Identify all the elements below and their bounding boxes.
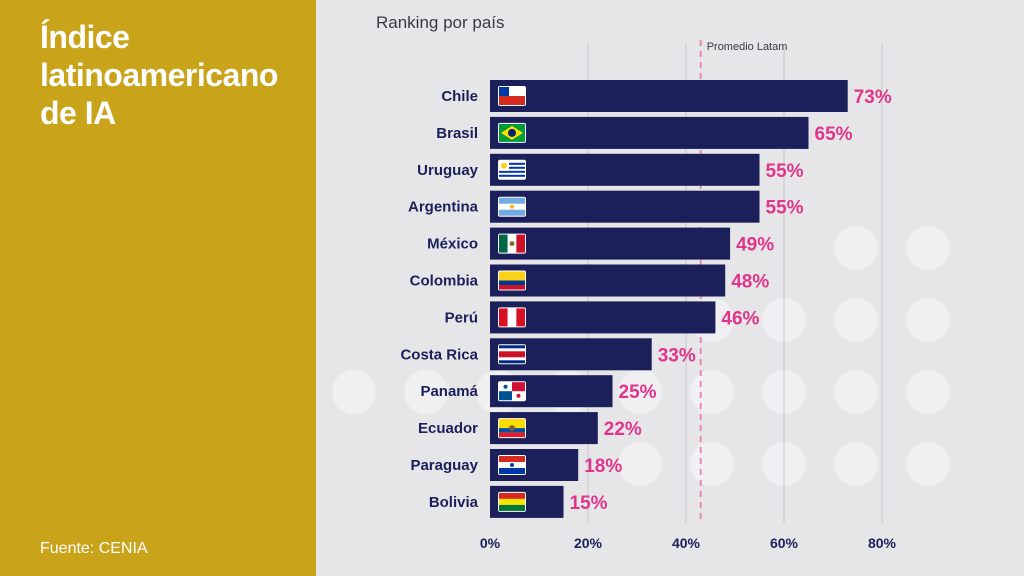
x-tick-label: 40% [672, 535, 701, 551]
category-label: Ecuador [418, 420, 478, 437]
x-tick-label: 20% [574, 535, 603, 551]
panama-flag-icon [498, 381, 526, 402]
category-label: Perú [445, 309, 478, 326]
background-dot [332, 370, 376, 414]
promedio-latam-label: Promedio Latam [707, 41, 788, 53]
colombia-flag-icon [498, 270, 526, 291]
category-label: Uruguay [417, 162, 479, 179]
data-label: 15% [570, 493, 608, 514]
paraguay-flag-icon [498, 455, 526, 475]
bar [490, 190, 760, 223]
background-dot [404, 370, 448, 414]
data-label: 55% [766, 198, 804, 219]
bar-row: Costa Rica 33% [400, 338, 696, 371]
bolivia-flag-icon [498, 491, 526, 512]
category-label: Panamá [420, 383, 478, 400]
background-dot [834, 370, 878, 414]
title-panel: Índice latinoamericano de IA Fuente: CEN… [0, 0, 316, 576]
bar-row: Ecuador 22% [418, 412, 642, 445]
brazil-flag-icon [498, 122, 526, 143]
bar-row: Argentina 55% [408, 190, 804, 223]
category-label: Argentina [408, 199, 479, 216]
bar-row: Chile 73% [441, 80, 892, 112]
argentina-flag-icon [498, 196, 526, 217]
category-label: Brasil [436, 125, 478, 142]
background-dot [906, 298, 950, 342]
bar [490, 264, 726, 297]
uruguay-flag-icon [498, 159, 526, 180]
bar [490, 116, 809, 149]
ecuador-flag-icon [498, 418, 526, 439]
bar [490, 227, 731, 260]
bar-row: Paraguay 18% [410, 449, 622, 481]
bar [490, 153, 760, 186]
background-dot [906, 370, 950, 414]
background-dot [906, 442, 950, 486]
background-dot [690, 442, 734, 486]
bar-row: Panamá 25% [420, 375, 657, 408]
chart-subtitle: Ranking por país [376, 13, 505, 32]
x-tick-label: 0% [480, 535, 501, 551]
data-label: 18% [584, 456, 622, 477]
x-tick-label: 80% [868, 535, 897, 551]
category-label: Bolivia [429, 494, 479, 511]
mexico-flag-icon [498, 233, 526, 254]
peru-flag-icon [498, 307, 526, 328]
data-label: 46% [721, 308, 759, 329]
category-label: Colombia [410, 273, 479, 290]
bar-row: Uruguay 55% [417, 153, 804, 186]
data-label: 73% [854, 87, 892, 108]
costa-rica-flag-icon [498, 344, 526, 365]
data-label: 48% [731, 272, 769, 293]
chart-area: Ranking por país Promedio Latam Chile 73%… [316, 0, 1024, 576]
category-label: Chile [441, 88, 478, 105]
category-label: Paraguay [410, 457, 478, 474]
chile-flag-icon [498, 86, 526, 106]
bar-row: Brasil 65% [436, 116, 853, 149]
data-label: 22% [604, 419, 642, 440]
category-label: Costa Rica [400, 346, 478, 363]
source-note: Fuente: CENIA [40, 540, 148, 557]
data-label: 33% [658, 345, 696, 366]
data-label: 65% [815, 124, 853, 145]
bar-row: Bolivia 15% [429, 485, 608, 518]
bar [490, 301, 716, 334]
bar-row: México 49% [427, 227, 774, 260]
background-dot [834, 226, 878, 270]
data-label: 55% [766, 161, 804, 182]
x-tick-label: 60% [770, 535, 799, 551]
background-dot [690, 370, 734, 414]
background-dot [618, 442, 662, 486]
bar-row: Perú 46% [445, 301, 760, 334]
data-label: 49% [736, 235, 774, 256]
bar [490, 80, 848, 112]
bar-chart: Ranking por país Promedio Latam Chile 73%… [332, 13, 950, 551]
main-title: Índice latinoamericano de IA [40, 19, 278, 131]
data-label: 25% [619, 382, 657, 403]
background-dot [906, 226, 950, 270]
background-dot [834, 442, 878, 486]
background-dot [834, 298, 878, 342]
background-dot [618, 370, 662, 414]
bar-row: Colombia 48% [410, 264, 769, 297]
category-label: México [427, 236, 478, 253]
